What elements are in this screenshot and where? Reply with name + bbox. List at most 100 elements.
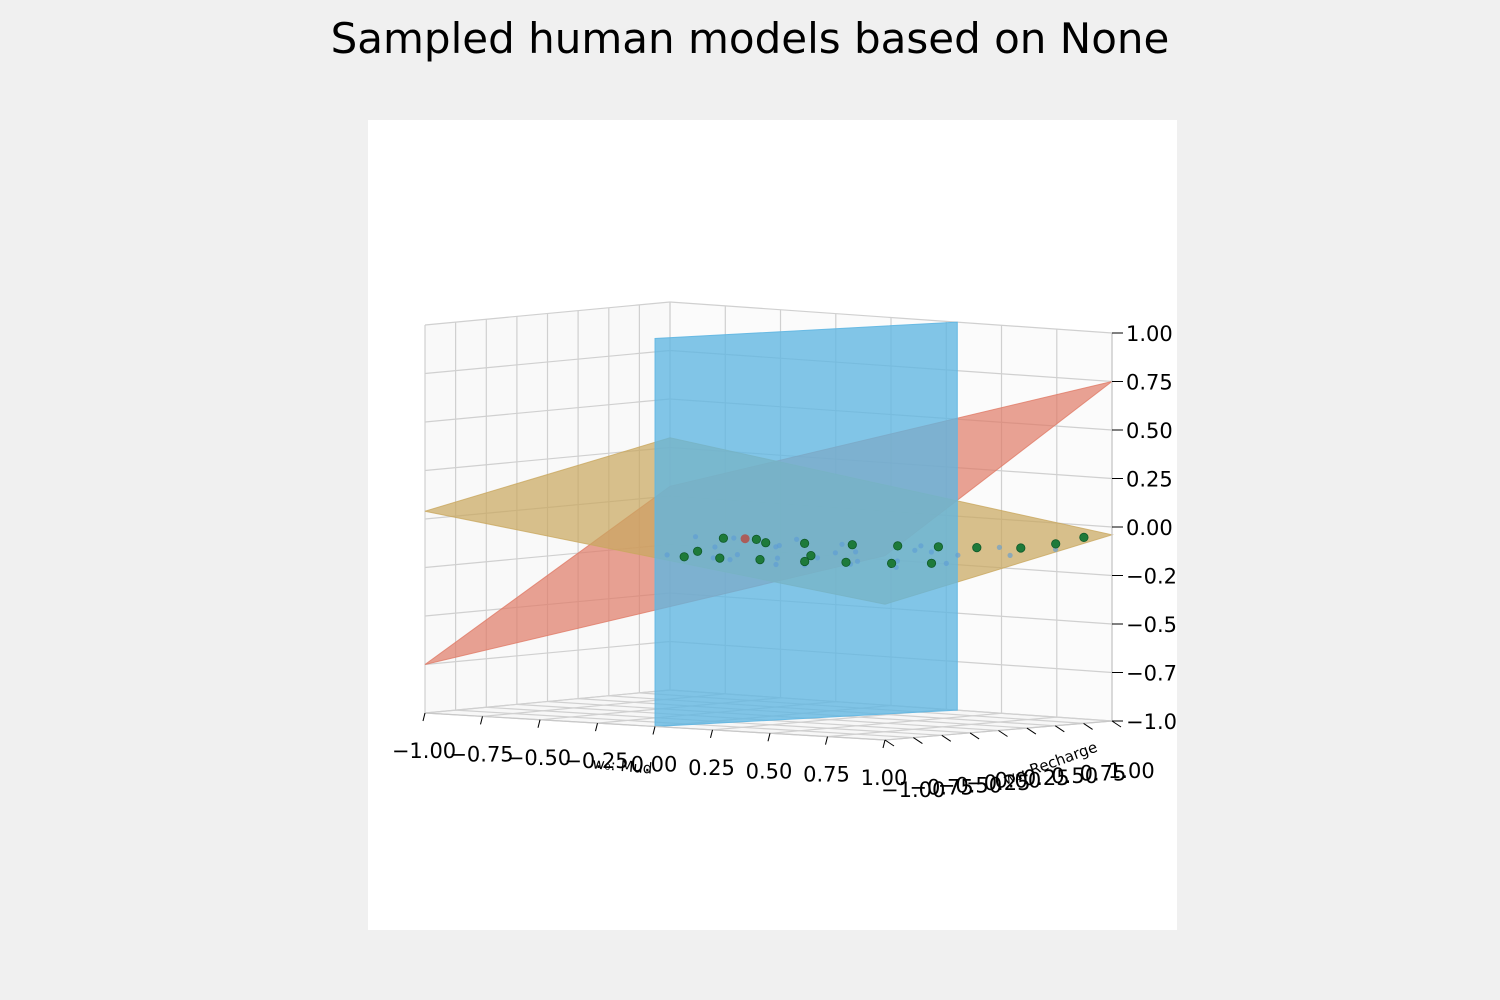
grid-line-left-z (424, 398, 671, 423)
y-tick-label: 0.00 (995, 769, 1042, 793)
data-point-small (731, 535, 737, 541)
z-tick-label: 1.00 (1126, 322, 1173, 346)
data-point-small (996, 544, 1003, 550)
x-tick-label: −1.00 (392, 739, 456, 763)
x-axis-label: w₀: Mud (592, 754, 653, 777)
y-tick-label: −0.25 (966, 771, 1030, 795)
data-point-large (799, 538, 810, 548)
points (664, 532, 1089, 570)
data-point-large (841, 557, 851, 567)
data-point-small (664, 552, 670, 558)
data-point-large (751, 534, 761, 544)
data-point-large (1079, 532, 1089, 542)
data-point-large (972, 542, 982, 553)
z-tick-label: 0.75 (1126, 371, 1173, 395)
chart-svg: −1.00−0.75−0.50−0.25 0.00 0.25 0.50 0.75 1.00… (392, 301, 1177, 802)
data-point-small (839, 541, 845, 547)
y-tick-mark (1026, 727, 1037, 735)
x-tick-label: 0.00 (631, 753, 678, 777)
z-tick-label: 0.50 (1126, 419, 1173, 443)
data-point-large (679, 552, 689, 562)
data-point-small (832, 550, 838, 556)
z-tick-label: −0.25 (1126, 565, 1177, 589)
data-point-small (774, 555, 781, 561)
data-point-small (773, 561, 779, 568)
y-tick-mark (884, 739, 895, 747)
x-tick-label: −0.75 (449, 742, 513, 766)
data-point-large (886, 558, 897, 568)
data-point-large (847, 540, 857, 550)
x-tick-mark (882, 739, 886, 749)
data-point-small (773, 544, 779, 550)
data-point-large (806, 550, 816, 561)
x-tick-label: −0.50 (507, 746, 571, 770)
data-point-small (912, 547, 918, 553)
y-tick-label: 0.75 (1080, 761, 1127, 785)
data-point-large (893, 541, 903, 551)
data-point-small (854, 558, 861, 564)
y-tick-label: 0.25 (1023, 766, 1070, 790)
y-tick-mark (1111, 720, 1122, 728)
data-point-small (734, 552, 740, 558)
data-point-large (715, 553, 725, 563)
grid-line-back-z (669, 301, 1113, 334)
z-tick-label: −0.50 (1126, 613, 1177, 637)
data-point-small (853, 549, 859, 555)
z-tick-label: 0.25 (1126, 468, 1173, 492)
y-tick-label: −0.75 (909, 776, 973, 800)
data-point-large (1051, 539, 1061, 549)
data-point-small (928, 549, 935, 555)
x-tick-mark (652, 726, 656, 735)
grid-line-left-z (424, 301, 671, 326)
data-point-large (1016, 543, 1026, 553)
y-tick-label: −1.00 (881, 778, 945, 802)
y-tick-mark (913, 737, 923, 745)
data-point-small (955, 552, 961, 558)
y-tick-mark (969, 732, 980, 740)
data-point-small (918, 543, 924, 549)
data-point-small (712, 544, 718, 550)
y-tick-label: 1.00 (1108, 759, 1155, 783)
labels: −1.00−0.75−0.50−0.25 0.00 0.25 0.50 0.75 1.00… (392, 322, 1177, 802)
x-tick-mark (422, 712, 426, 722)
x-tick-mark (825, 736, 828, 745)
grid-line-floor-x (827, 716, 1057, 738)
chart-title: Sampled human models based on None (330, 14, 1170, 63)
x-tick-mark (710, 729, 713, 739)
x-tick-label: 1.00 (861, 766, 908, 790)
z-tick-label: 0.00 (1126, 516, 1173, 540)
blue-plane (654, 321, 958, 728)
y-tick-mark (1083, 722, 1093, 730)
data-point-small (814, 555, 821, 561)
y-tick-label: 0.50 (1051, 764, 1098, 788)
y-tick-mark (998, 730, 1008, 737)
x-tick-mark (767, 733, 771, 742)
x-tick-label: 0.25 (688, 756, 735, 780)
data-point-large (800, 556, 810, 567)
data-point-small (894, 558, 901, 564)
data-point-small (794, 536, 800, 542)
z-tick-label: −0.75 (1126, 662, 1177, 686)
data-point-large (755, 554, 765, 565)
y-tick-label: −0.50 (938, 773, 1002, 797)
data-point-small (692, 534, 699, 540)
axes (422, 332, 1123, 749)
z-tick-label: −1.00 (1126, 710, 1177, 734)
planes (424, 321, 1114, 728)
data-point-small (1007, 552, 1013, 558)
x-tick-label: −0.25 (564, 749, 628, 773)
grid-line-floor-x (769, 712, 1002, 734)
x-tick-mark (537, 719, 541, 728)
data-point-small (710, 555, 716, 561)
x-tick-label: 0.75 (803, 763, 850, 787)
x-tick-label: 0.50 (746, 759, 793, 783)
data-point-small (727, 557, 733, 563)
y-tick-mark (1055, 725, 1065, 733)
data-point-large (761, 538, 771, 548)
data-point-large (692, 546, 703, 556)
x-tick-mark (595, 722, 598, 732)
data-point-highlight (740, 534, 750, 544)
x-tick-mark (480, 716, 483, 725)
data-point-large (933, 542, 944, 552)
data-point-small (943, 560, 949, 566)
